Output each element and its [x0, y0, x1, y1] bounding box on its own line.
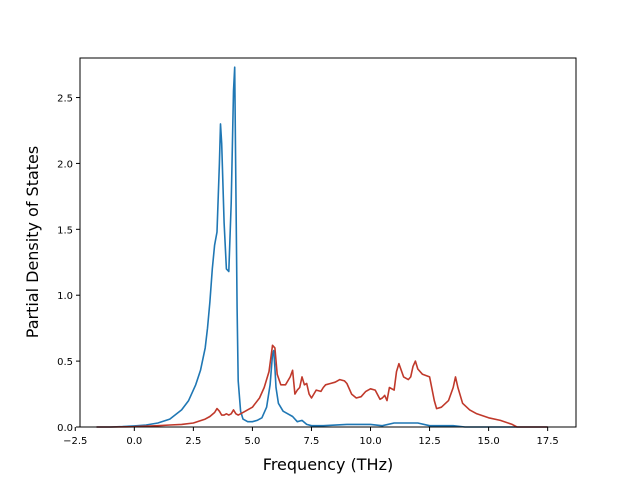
y-tick-label: 2.0 — [57, 159, 73, 170]
series-layer — [96, 66, 548, 428]
x-tick-label: 7.5 — [304, 436, 320, 447]
x-tick-label: 17.5 — [537, 436, 559, 447]
series-line-1 — [96, 66, 548, 428]
y-tick-label: 1.0 — [57, 291, 73, 302]
y-tick-label: 2.5 — [57, 94, 73, 105]
plot-frame — [79, 57, 577, 428]
y-axis-title: Partial Density of States — [23, 146, 42, 338]
x-axis-title: Frequency (THz) — [263, 455, 393, 474]
x-tick-label: −2.5 — [63, 436, 87, 447]
x-tick-label: 5.0 — [244, 436, 260, 447]
y-tick-label: 1.5 — [57, 225, 73, 236]
series-line-2 — [96, 344, 548, 428]
x-axis-ticks: −2.5 0.0 2.5 5.0 7.5 10.0 12.5 15.0 17.5 — [63, 427, 559, 447]
x-tick-label: 0.0 — [126, 436, 142, 447]
y-tick-label: 0.0 — [57, 423, 73, 434]
x-tick-label: 10.0 — [359, 436, 381, 447]
x-tick-label: 15.0 — [477, 436, 499, 447]
x-tick-label: 2.5 — [185, 436, 201, 447]
y-tick-label: 0.5 — [57, 357, 73, 368]
x-tick-label: 12.5 — [418, 436, 440, 447]
y-axis-ticks: 0.0 0.5 1.0 1.5 2.0 2.5 — [57, 94, 80, 434]
